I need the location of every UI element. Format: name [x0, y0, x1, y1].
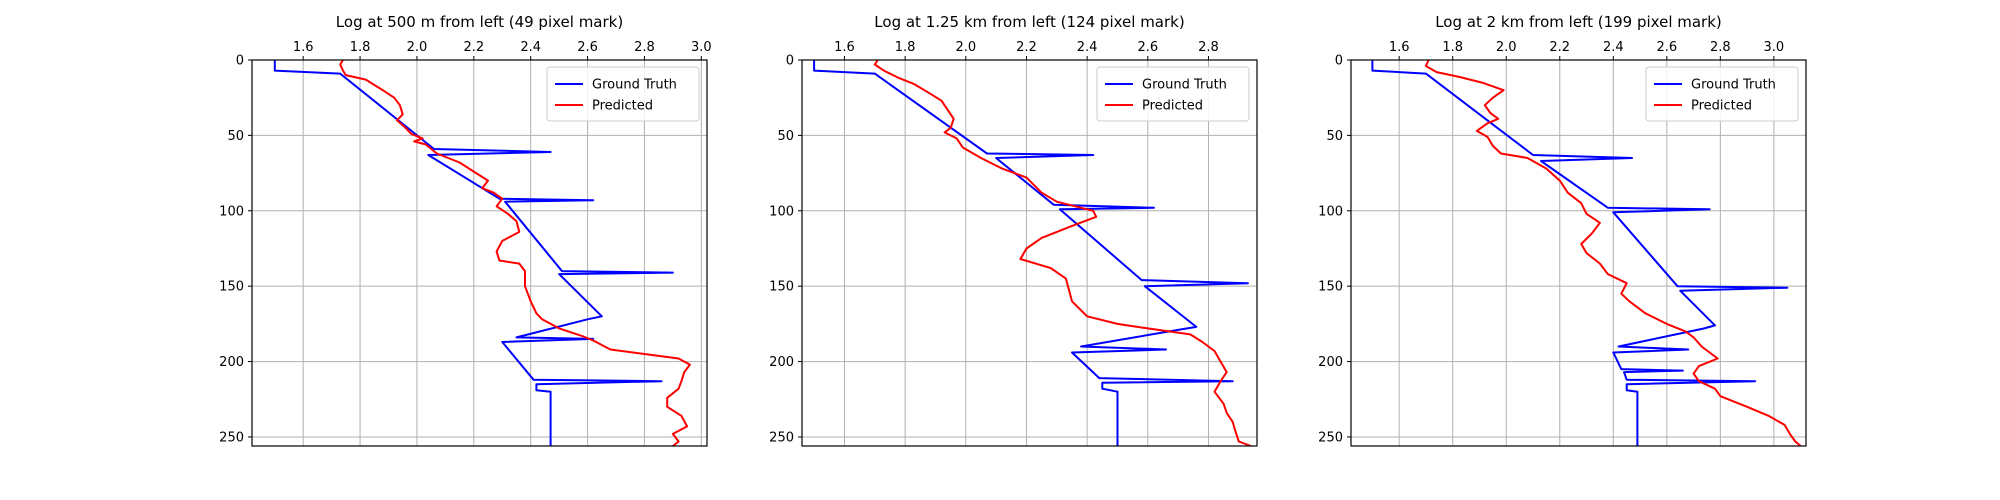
legend-label: Predicted: [1142, 99, 1203, 114]
y-tick-label: 50: [227, 129, 244, 144]
x-tick-label: 2.2: [1549, 40, 1570, 55]
y-tick-label: 250: [769, 430, 794, 445]
y-tick-label: 200: [1318, 355, 1343, 370]
x-tick-label: 2.0: [955, 40, 976, 55]
x-tick-label: 1.8: [1442, 40, 1463, 55]
y-tick-label: 150: [1318, 280, 1343, 295]
x-tick-label: 3.0: [691, 40, 712, 55]
legend-box: [1096, 66, 1250, 122]
y-tick-label: 250: [1318, 430, 1343, 445]
series-line-predicted: [339, 60, 691, 446]
x-tick-label: 1.6: [834, 40, 855, 55]
series-line-predicted: [1424, 60, 1802, 446]
y-tick-label: 0: [786, 54, 794, 69]
plot-frame: [1350, 59, 1807, 447]
legend-label: Ground Truth: [1142, 78, 1227, 93]
y-tick-label: 200: [769, 355, 794, 370]
legend-label: Ground Truth: [592, 78, 677, 93]
x-tick-label: 2.8: [1710, 40, 1731, 55]
legend-label: Predicted: [592, 99, 653, 114]
y-tick-label: 150: [769, 280, 794, 295]
legend-label: Ground Truth: [1691, 78, 1776, 93]
x-tick-label: 2.6: [1137, 40, 1158, 55]
x-tick-label: 2.2: [1016, 40, 1037, 55]
series-line-ground-truth: [273, 60, 674, 446]
legend: Ground Truth Predicted: [1645, 66, 1799, 122]
x-tick-label: 1.8: [895, 40, 916, 55]
y-tick-label: 50: [1326, 129, 1343, 144]
y-tick-label: 200: [219, 355, 244, 370]
x-tick-label: 2.4: [1077, 40, 1098, 55]
legend: Ground Truth Predicted: [1096, 66, 1250, 122]
x-tick-label: 2.8: [634, 40, 655, 55]
chart-panel-2: Log at 1.25 km from left (124 pixel mark…: [769, 13, 1258, 447]
chart-panel-3: Log at 2 km from left (199 pixel mark) 1…: [1318, 13, 1807, 447]
legend-label: Predicted: [1691, 99, 1752, 114]
y-tick-label: 100: [1318, 204, 1343, 219]
y-tick-label: 150: [219, 280, 244, 295]
x-tick-label: 1.6: [293, 40, 314, 55]
x-tick-label: 2.4: [520, 40, 541, 55]
series-line-ground-truth: [813, 60, 1249, 446]
x-tick-label: 2.0: [1496, 40, 1517, 55]
legend-box: [1645, 66, 1799, 122]
x-tick-label: 2.6: [1656, 40, 1677, 55]
plot-frame: [801, 59, 1258, 447]
x-tick-label: 1.8: [350, 40, 371, 55]
x-tick-label: 3.0: [1764, 40, 1785, 55]
legend-box: [546, 66, 700, 122]
x-tick-label: 2.2: [463, 40, 484, 55]
chart-panel-1: Log at 500 m from left (49 pixel mark) 1…: [219, 13, 712, 447]
y-tick-label: 0: [236, 54, 244, 69]
legend: Ground Truth Predicted: [546, 66, 700, 122]
x-tick-label: 1.6: [1389, 40, 1410, 55]
y-tick-label: 100: [219, 204, 244, 219]
y-tick-label: 250: [219, 430, 244, 445]
chart-title: Log at 500 m from left (49 pixel mark): [336, 13, 623, 31]
x-tick-label: 2.8: [1198, 40, 1219, 55]
y-tick-label: 50: [777, 129, 794, 144]
y-tick-label: 0: [1335, 54, 1343, 69]
x-tick-label: 2.0: [407, 40, 428, 55]
chart-title: Log at 2 km from left (199 pixel mark): [1435, 13, 1722, 31]
series-line-predicted: [873, 60, 1252, 446]
x-tick-label: 2.6: [577, 40, 598, 55]
series-line-ground-truth: [1371, 60, 1789, 446]
y-tick-label: 100: [769, 204, 794, 219]
chart-title: Log at 1.25 km from left (124 pixel mark…: [874, 13, 1184, 31]
x-tick-label: 2.4: [1603, 40, 1624, 55]
plot-frame: [251, 59, 708, 447]
